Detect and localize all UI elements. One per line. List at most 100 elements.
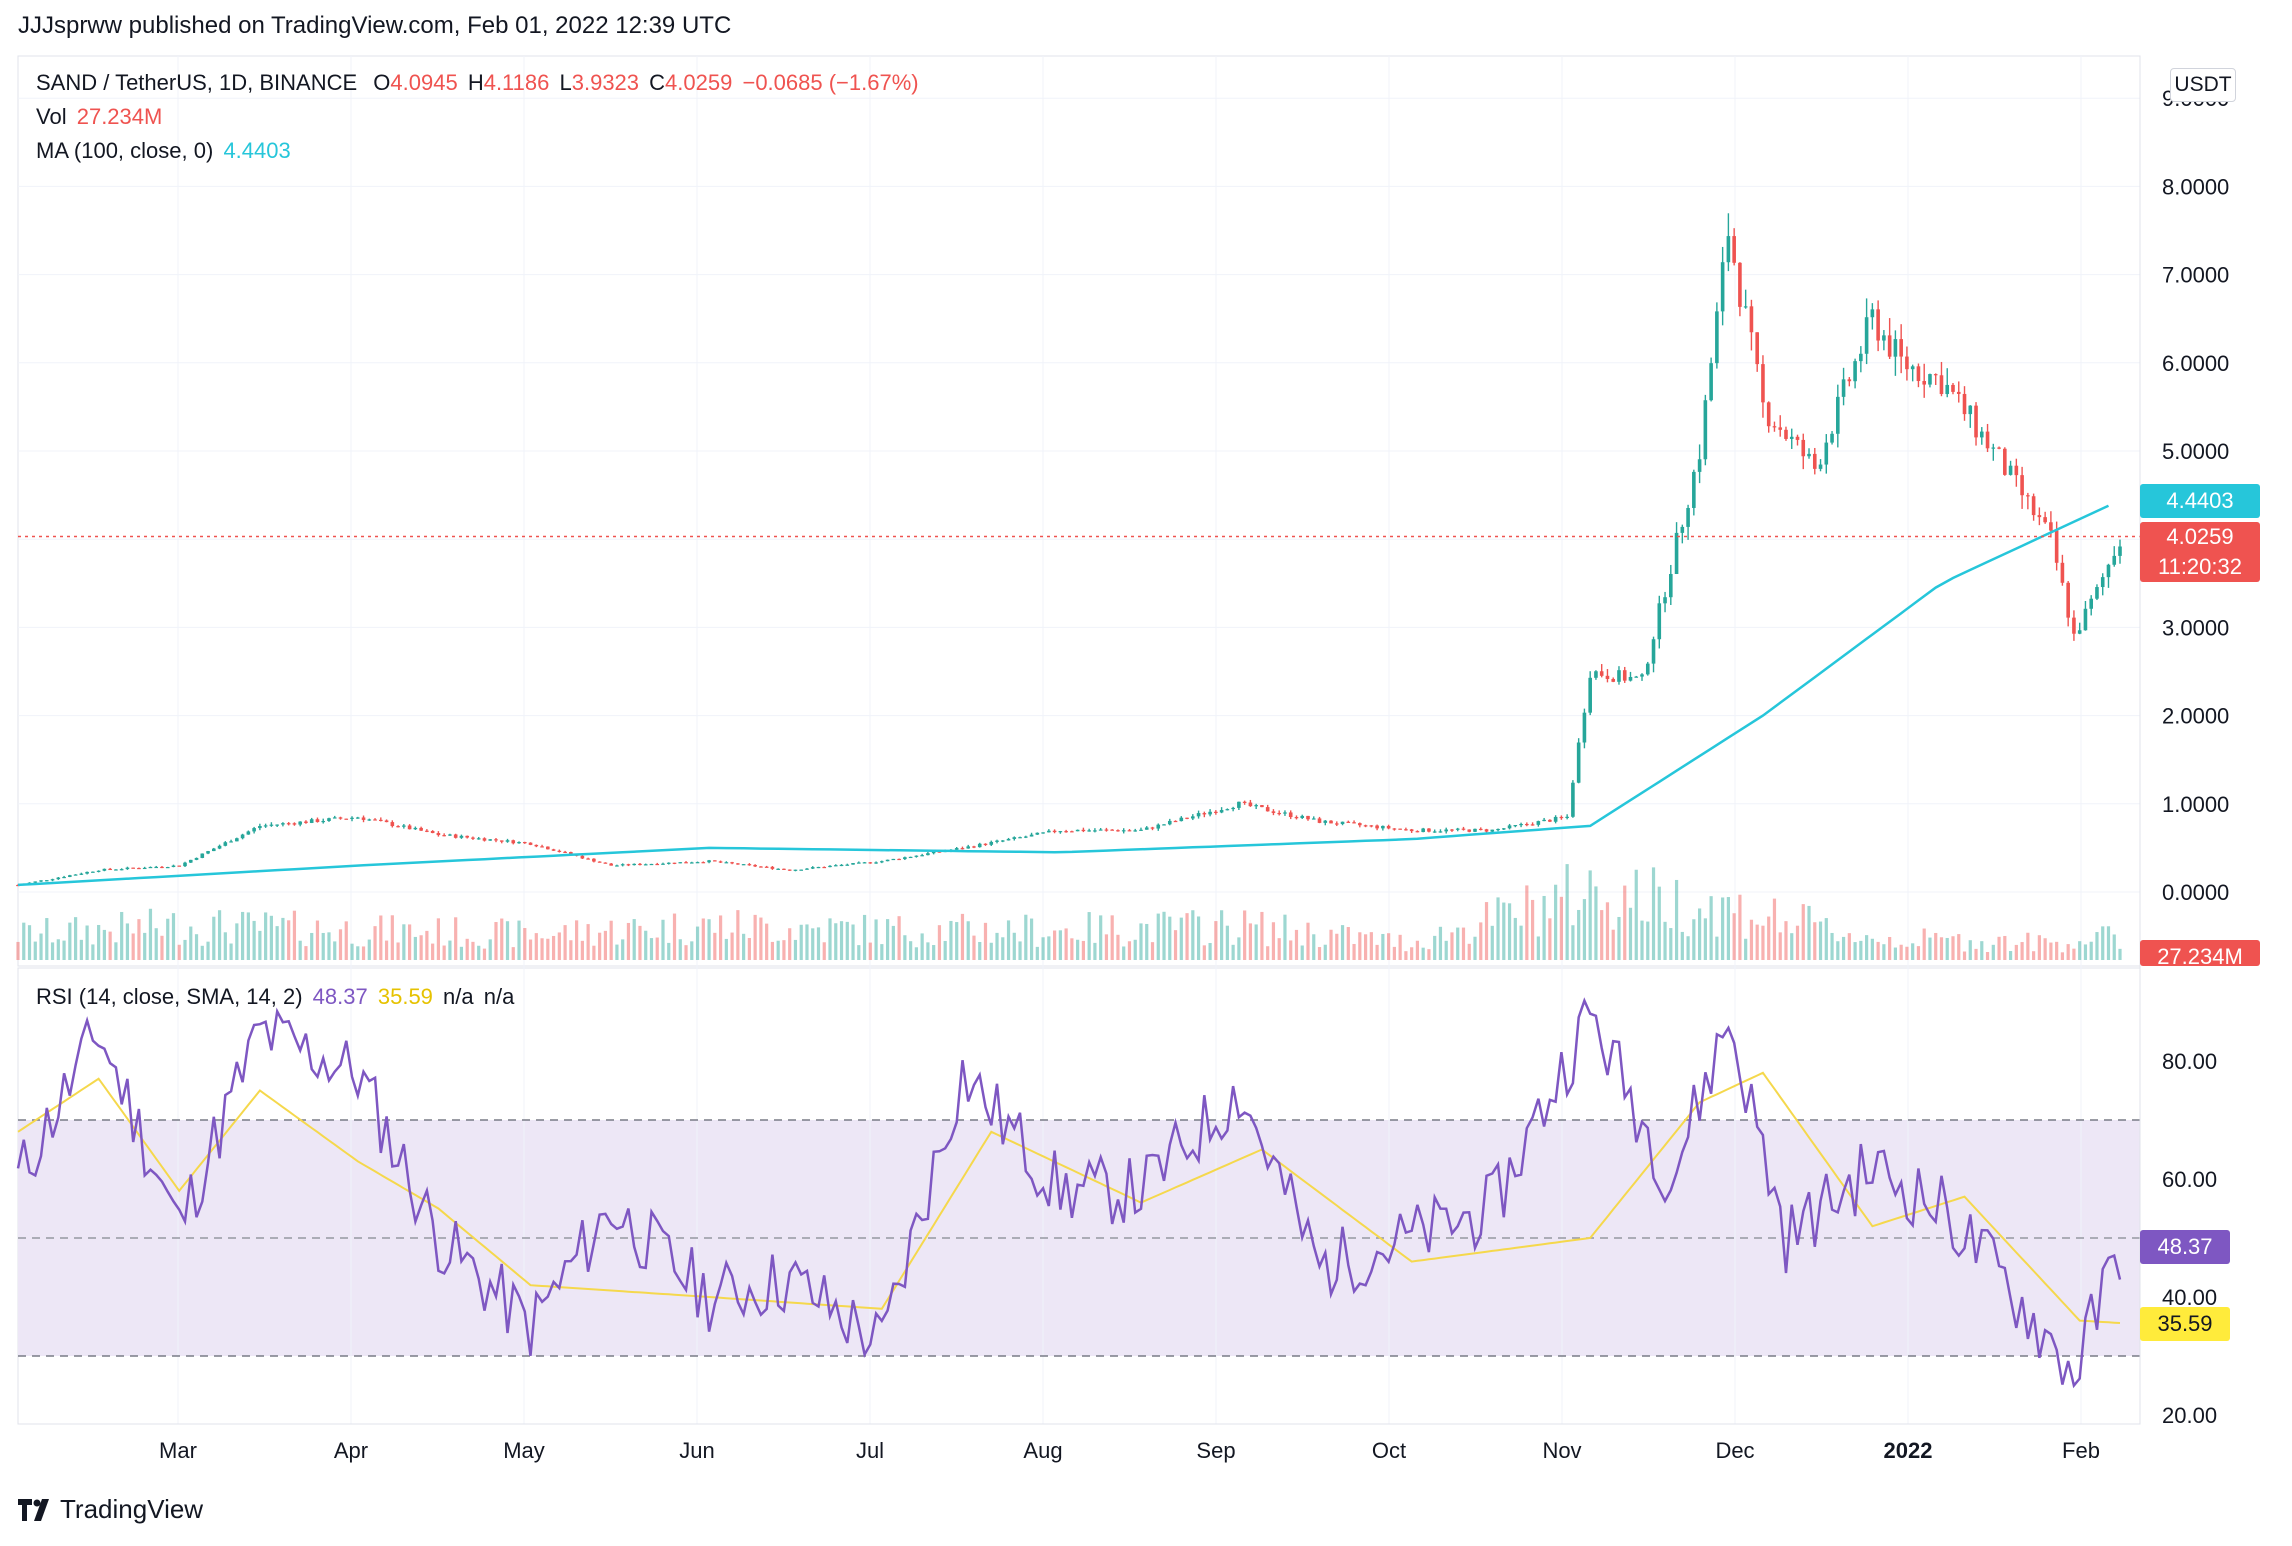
price-axis[interactable]: 9.00008.00007.00006.00005.00003.00002.00…: [2162, 86, 2229, 905]
volume-bar: [1686, 936, 1690, 960]
volume-bar: [384, 940, 389, 960]
price-badge: 4.0259: [2140, 522, 2260, 552]
currency-button[interactable]: USDT: [2170, 68, 2236, 102]
candle-body: [436, 833, 441, 836]
volume-bar: [500, 918, 504, 960]
volume-bar: [1951, 936, 1955, 960]
volume-bar: [1035, 946, 1039, 960]
volume-bar: [672, 913, 677, 960]
candle-body: [1628, 676, 1633, 681]
volume-bar: [471, 941, 475, 960]
candle-body: [845, 864, 850, 866]
volume-bar: [845, 921, 849, 960]
candle-body: [171, 865, 176, 868]
volume-legend[interactable]: Vol 27.234M: [36, 104, 166, 130]
symbol-legend[interactable]: SAND / TetherUS, 1D, BINANCE O4.0945 H4.…: [36, 70, 923, 96]
volume-bar: [1006, 920, 1011, 960]
candle-body: [419, 827, 423, 831]
candle-body: [1951, 384, 1955, 392]
volume-bar: [120, 911, 124, 960]
candle-body: [1669, 573, 1673, 598]
ma-legend[interactable]: MA (100, close, 0) 4.4403: [36, 138, 295, 164]
volume-bar: [805, 924, 809, 960]
countdown-badge: 11:20:32: [2140, 552, 2260, 582]
candle-body: [2066, 582, 2070, 618]
candle-body: [1334, 823, 1339, 825]
candle-body: [1104, 829, 1109, 831]
volume-bar: [1283, 914, 1287, 960]
candle-body: [1830, 433, 1834, 443]
volume-bar: [183, 939, 187, 960]
candle-body: [396, 826, 400, 828]
candle-body: [1576, 742, 1581, 783]
candle-body: [142, 867, 147, 870]
volume-bar: [1519, 925, 1523, 960]
volume-bar: [2095, 932, 2099, 960]
candle-body: [2112, 555, 2117, 565]
volume-bar: [292, 910, 297, 960]
candle-body: [1720, 262, 1725, 312]
volume-bar: [1306, 922, 1310, 960]
volume-bar: [1692, 919, 1696, 960]
rsi-badge: 48.37: [2140, 1230, 2230, 1264]
candle-body: [1219, 810, 1224, 813]
volume-bar: [534, 933, 538, 960]
volume-bar: [252, 920, 256, 960]
candle-body: [776, 868, 780, 870]
footer-brand[interactable]: TradingView: [18, 1494, 203, 1525]
candle-body: [1640, 674, 1644, 677]
candle-body: [2037, 515, 2042, 518]
main-pane[interactable]: [17, 55, 2141, 967]
volume-bar: [482, 948, 487, 960]
candle-body: [689, 862, 694, 864]
candle-body: [1254, 805, 1258, 807]
volume-bar: [1991, 944, 1995, 960]
ma-line: [17, 504, 2110, 887]
volume-bar: [1243, 910, 1247, 960]
candle-body: [1985, 431, 1990, 449]
candle-body: [1772, 426, 1777, 428]
candle-body: [839, 864, 844, 867]
candle-body: [2020, 475, 2024, 496]
volume-bar: [102, 929, 106, 960]
candle-body: [453, 834, 458, 838]
rsi-axis[interactable]: 80.00 60.00 40.00 20.00: [2162, 1049, 2217, 1428]
candle-body: [1795, 436, 1800, 440]
volume-bar: [1444, 940, 1448, 960]
candle-body: [223, 842, 228, 846]
candle-body: [1732, 236, 1736, 263]
volume-bar: [1755, 924, 1759, 960]
volume-bar: [1335, 933, 1339, 960]
candle-body: [2077, 630, 2082, 634]
time-axis[interactable]: Mar Apr May Jun Jul Aug Sep Oct Nov Dec 2022 Feb: [159, 1438, 2100, 1463]
volume-bar: [891, 925, 895, 960]
volume-bar: [1018, 941, 1022, 960]
volume-bar: [45, 918, 49, 960]
volume-bar: [1001, 937, 1005, 960]
candle-body: [880, 861, 884, 863]
candle-body: [1202, 813, 1207, 815]
rsi-tick-label: 60.00: [2162, 1167, 2217, 1192]
candle-body: [315, 819, 320, 823]
candle-body: [1311, 818, 1316, 820]
volume-bar: [2066, 944, 2070, 960]
volume-bar: [2008, 951, 2013, 960]
volume-bar: [2043, 938, 2047, 960]
candle-body: [1323, 820, 1328, 823]
candle-body: [384, 820, 389, 823]
volume-bar: [1628, 907, 1633, 960]
candle-body: [1432, 831, 1437, 833]
candle-body: [361, 817, 366, 820]
candle-body: [1841, 379, 1846, 397]
candle-body: [309, 819, 314, 823]
candle-body: [563, 851, 567, 854]
candle-body: [62, 876, 66, 879]
rsi-legend[interactable]: RSI (14, close, SMA, 14, 2) 48.37 35.59 …: [36, 984, 518, 1010]
candle-body: [1173, 820, 1178, 823]
volume-bar: [1156, 913, 1160, 960]
candle-body: [1490, 829, 1495, 832]
candle-body: [1910, 366, 1915, 370]
volume-bar: [598, 932, 602, 960]
volume-bar: [1916, 946, 1921, 960]
